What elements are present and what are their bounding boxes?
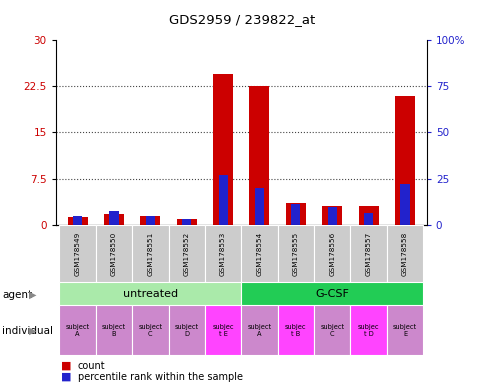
Bar (241, 282, 422, 305)
Bar (285, 203, 305, 225)
Bar (321, 206, 342, 225)
Text: GSM178549: GSM178549 (75, 231, 80, 276)
Bar (73, 216, 82, 225)
Bar (176, 219, 197, 225)
Bar (132, 305, 168, 355)
Bar (204, 225, 241, 282)
Bar (212, 74, 233, 225)
Bar (349, 225, 386, 282)
Text: subject
B: subject B (102, 324, 126, 337)
Bar (249, 86, 269, 225)
Text: GSM178557: GSM178557 (365, 231, 371, 276)
Text: ▶: ▶ (29, 326, 37, 336)
Text: percentile rank within the sample: percentile rank within the sample (77, 372, 242, 382)
Bar (291, 204, 300, 225)
Text: GSM178552: GSM178552 (183, 231, 189, 276)
Bar (394, 96, 414, 225)
Text: subject
E: subject E (392, 324, 416, 337)
Bar (95, 225, 132, 282)
Text: subjec
t B: subjec t B (285, 324, 306, 337)
Bar (386, 305, 422, 355)
Text: GDS2959 / 239822_at: GDS2959 / 239822_at (169, 13, 315, 26)
Bar (241, 305, 277, 355)
Text: subjec
t D: subjec t D (357, 324, 378, 337)
Bar (132, 225, 168, 282)
Text: GSM178553: GSM178553 (220, 231, 226, 276)
Text: subject
A: subject A (247, 324, 271, 337)
Text: GSM178551: GSM178551 (147, 231, 153, 276)
Bar (277, 305, 314, 355)
Bar (168, 305, 204, 355)
Text: subject
D: subject D (174, 324, 198, 337)
Text: ■: ■ (60, 372, 71, 382)
Bar (59, 305, 95, 355)
Text: subject
C: subject C (138, 324, 162, 337)
Bar (277, 225, 314, 282)
Bar (95, 305, 132, 355)
Bar (314, 225, 349, 282)
Text: individual: individual (2, 326, 53, 336)
Text: subject
C: subject C (319, 324, 344, 337)
Text: agent: agent (2, 290, 32, 300)
Text: GSM178550: GSM178550 (111, 231, 117, 276)
Text: GSM178555: GSM178555 (292, 231, 298, 276)
Bar (204, 305, 241, 355)
Bar (241, 225, 277, 282)
Bar (67, 217, 88, 225)
Text: untreated: untreated (122, 289, 178, 299)
Bar (59, 225, 95, 282)
Bar (140, 216, 160, 225)
Bar (400, 184, 408, 225)
Text: GSM178556: GSM178556 (329, 231, 334, 276)
Bar (363, 213, 372, 225)
Bar (59, 282, 241, 305)
Bar (255, 188, 263, 225)
Text: count: count (77, 361, 105, 371)
Text: subject
A: subject A (65, 324, 90, 337)
Text: GSM178558: GSM178558 (401, 231, 407, 276)
Text: G-CSF: G-CSF (315, 289, 348, 299)
Bar (327, 207, 336, 225)
Bar (182, 219, 191, 225)
Text: subjec
t E: subjec t E (212, 324, 233, 337)
Bar (109, 211, 118, 225)
Text: ▶: ▶ (29, 290, 37, 300)
Bar (104, 214, 124, 225)
Bar (146, 216, 154, 225)
Bar (358, 206, 378, 225)
Text: GSM178554: GSM178554 (256, 231, 262, 276)
Text: ■: ■ (60, 361, 71, 371)
Bar (168, 225, 204, 282)
Bar (314, 305, 349, 355)
Bar (349, 305, 386, 355)
Bar (218, 175, 227, 225)
Bar (386, 225, 422, 282)
